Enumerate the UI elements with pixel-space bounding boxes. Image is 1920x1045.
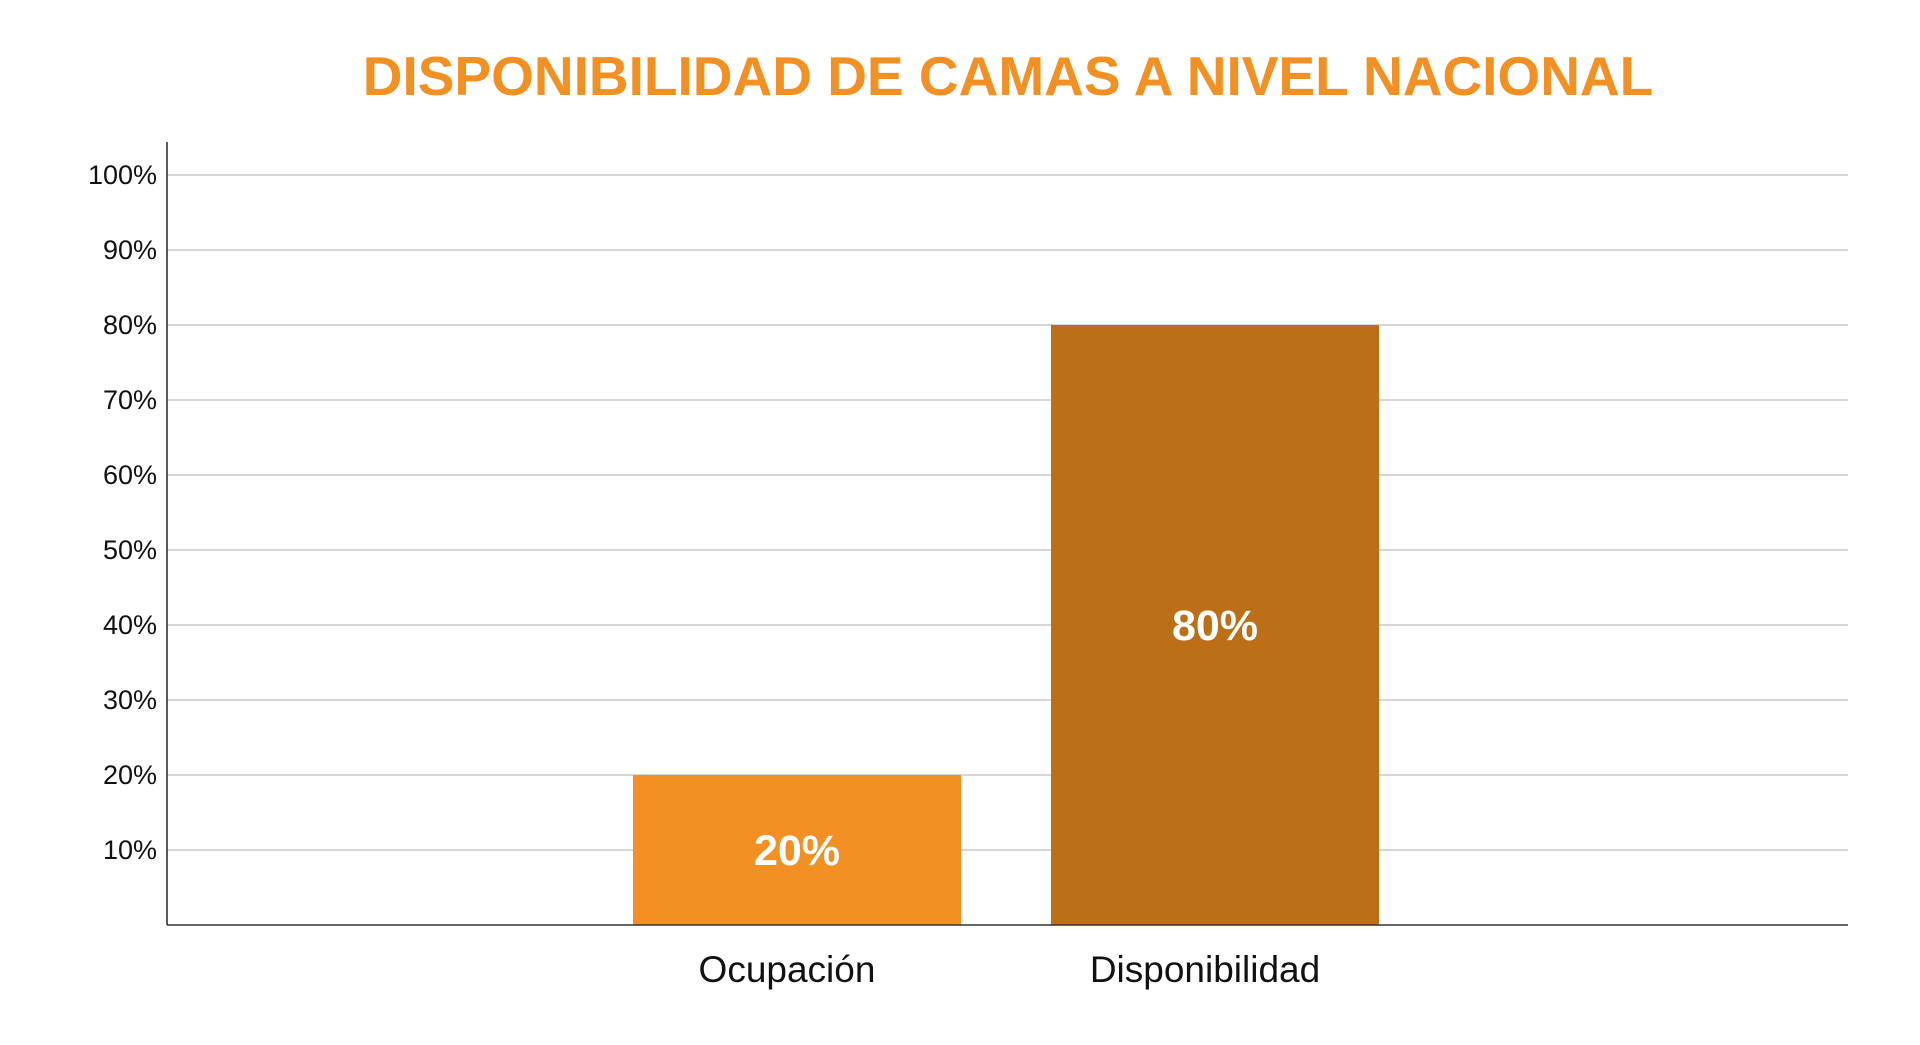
grid-lines [167, 174, 1848, 851]
labels: 10% 20% 30% 40% 50% 60% 70% 80% 90% 100% 20% Ocupac… [88, 160, 1320, 990]
bars [633, 325, 1379, 925]
y-tick-label: 20% [103, 760, 157, 790]
y-tick-label: 80% [103, 310, 157, 340]
y-tick-label: 90% [103, 235, 157, 265]
y-tick-label: 60% [103, 460, 157, 490]
x-category-label: Disponibilidad [1090, 949, 1320, 990]
bar-ocupacion [633, 775, 961, 925]
x-category-label: Ocupación [699, 949, 876, 990]
y-tick-label: 30% [103, 685, 157, 715]
bar-data-label: 80% [1172, 602, 1258, 650]
y-tick-label: 100% [88, 160, 157, 190]
bar-disponibilidad [1051, 325, 1379, 925]
y-tick-label: 10% [103, 835, 157, 865]
y-tick-label: 40% [103, 610, 157, 640]
y-tick-label: 70% [103, 385, 157, 415]
y-tick-label: 50% [103, 535, 157, 565]
chart-title: DISPONIBILIDAD DE CAMAS A NIVEL NACIONAL [362, 45, 1654, 107]
bar-data-label: 20% [754, 827, 840, 875]
axes [166, 142, 1848, 926]
